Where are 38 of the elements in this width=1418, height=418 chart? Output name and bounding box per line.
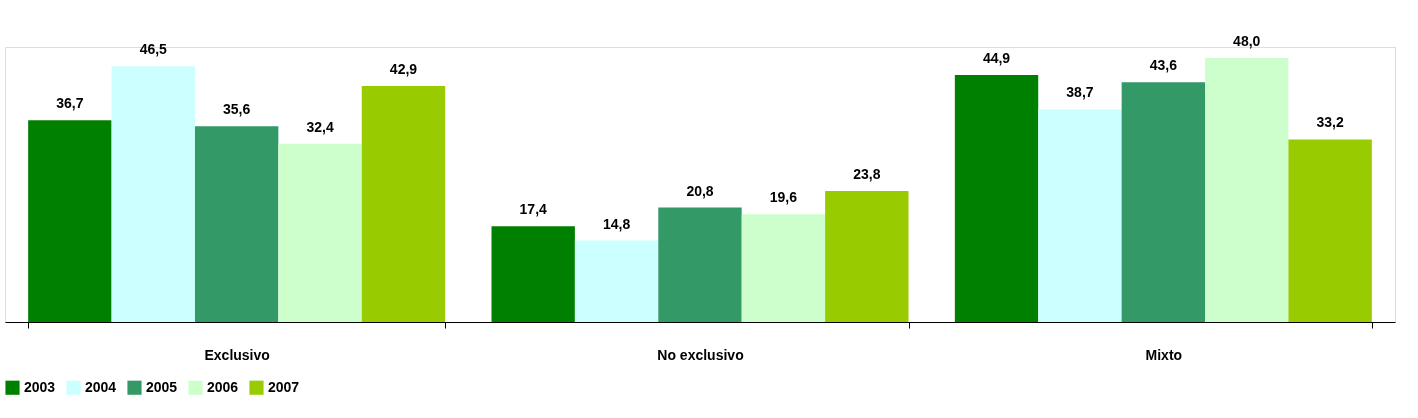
- x-tick-label: Mixto: [1145, 346, 1183, 363]
- legend-label: 2007: [268, 378, 300, 395]
- data-label: 17,4: [519, 201, 548, 218]
- bar: [574, 240, 659, 322]
- x-tick-label: No exclusivo: [657, 346, 744, 363]
- legend-label: 2006: [207, 378, 239, 395]
- bar: [825, 191, 909, 322]
- bar: [741, 214, 826, 322]
- data-label: 36,7: [56, 95, 84, 112]
- legend-label: 2004: [85, 378, 117, 395]
- bar: [1288, 139, 1372, 322]
- data-label: 19,6: [769, 189, 798, 206]
- data-label: 33,2: [1316, 114, 1344, 131]
- data-label: 43,6: [1149, 57, 1178, 74]
- data-label: 20,8: [686, 182, 714, 199]
- bar: [1038, 109, 1122, 322]
- legend-label: 2005: [146, 378, 178, 395]
- bar: [658, 207, 742, 322]
- data-label: 23,8: [853, 166, 881, 183]
- bar: [361, 86, 446, 322]
- bar: [194, 126, 279, 322]
- data-label: 14,8: [602, 215, 631, 232]
- data-label: 38,7: [1066, 84, 1094, 101]
- bar: [28, 120, 112, 322]
- x-tick-label: Exclusivo: [204, 346, 270, 363]
- bar: [111, 66, 195, 322]
- bar: [1205, 58, 1289, 322]
- data-label: 48,0: [1233, 33, 1261, 49]
- bar: [954, 75, 1039, 322]
- data-label: 46,5: [139, 41, 168, 58]
- bar: [491, 226, 575, 322]
- data-label: 32,4: [306, 118, 334, 135]
- bar: [1121, 82, 1206, 322]
- bar: [278, 143, 362, 322]
- data-label: 44,9: [982, 50, 1011, 67]
- data-label: 35,6: [223, 101, 251, 118]
- data-label: 42,9: [389, 61, 418, 78]
- legend-label: 2003: [24, 378, 56, 395]
